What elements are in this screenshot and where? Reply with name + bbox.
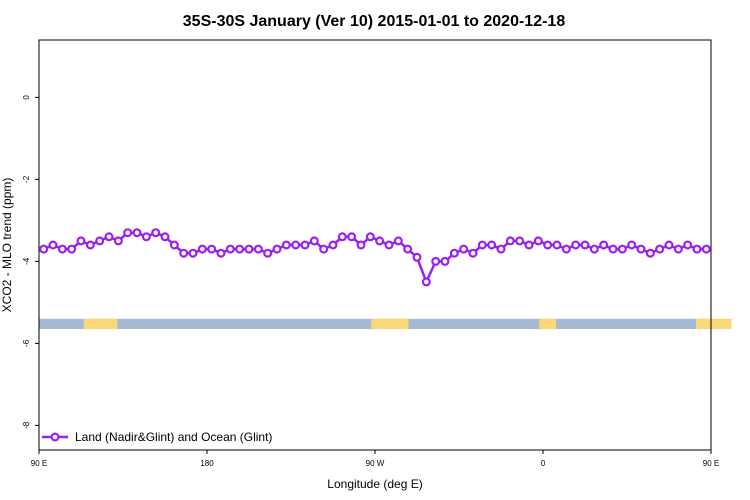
data-point xyxy=(207,244,217,254)
data-point xyxy=(197,244,207,254)
data-point xyxy=(664,240,674,250)
data-point xyxy=(85,240,95,250)
data-point xyxy=(505,236,515,246)
data-point xyxy=(57,244,67,254)
data-point xyxy=(235,244,245,254)
data-point xyxy=(272,244,282,254)
data-point xyxy=(421,277,431,287)
data-point xyxy=(48,240,58,250)
legend: Land (Nadir&Glint) and Ocean (Glint) xyxy=(42,430,272,444)
surface-strip xyxy=(39,318,732,330)
data-point xyxy=(599,240,609,250)
data-point xyxy=(627,240,637,250)
series-line xyxy=(43,231,707,284)
data-point xyxy=(431,256,441,266)
data-point xyxy=(95,236,105,246)
data-point xyxy=(253,244,263,254)
x-axis-label: Longitude (deg E) xyxy=(327,477,422,491)
data-point xyxy=(263,248,273,258)
data-point xyxy=(477,240,487,250)
data-point xyxy=(561,244,571,254)
data-point xyxy=(393,236,403,246)
data-point xyxy=(589,244,599,254)
data-point xyxy=(347,232,357,242)
data-point xyxy=(440,256,450,266)
data-point xyxy=(141,232,151,242)
data-point xyxy=(244,244,254,254)
data-point xyxy=(543,240,553,250)
data-point xyxy=(291,240,301,250)
data-point xyxy=(412,252,422,262)
y-tick-label: -4 xyxy=(22,257,31,265)
data-point xyxy=(365,232,375,242)
data-point xyxy=(468,248,478,258)
x-tick-label: 0 xyxy=(541,459,546,468)
data-point xyxy=(151,228,161,238)
x-tick-label: 180 xyxy=(200,459,214,468)
land-patch xyxy=(696,318,732,330)
data-point xyxy=(496,244,506,254)
data-point xyxy=(524,240,534,250)
data-point xyxy=(487,240,497,250)
data-point xyxy=(608,244,618,254)
y-tick-label: 0 xyxy=(22,95,31,100)
data-point xyxy=(683,240,693,250)
data-point xyxy=(356,240,366,250)
data-point xyxy=(76,236,86,246)
x-axis: 90 E 180 90 W 0 90 E xyxy=(31,450,719,468)
y-axis: 0 -2 -4 -6 -8 xyxy=(22,95,39,429)
data-point xyxy=(617,244,627,254)
data-point xyxy=(104,232,114,242)
y-tick-label: -2 xyxy=(22,175,31,183)
land-patch xyxy=(371,318,409,330)
chart-title: 35S-30S January (Ver 10) 2015-01-01 to 2… xyxy=(183,13,566,30)
legend-label: Land (Nadir&Glint) and Ocean (Glint) xyxy=(75,430,272,444)
x-tick-label: 90 W xyxy=(366,459,385,468)
y-tick-label: -8 xyxy=(22,421,31,429)
data-point xyxy=(515,236,525,246)
data-point xyxy=(160,232,170,242)
data-point xyxy=(169,240,179,250)
data-point xyxy=(39,244,49,254)
plot-frame xyxy=(38,39,712,451)
data-point xyxy=(225,244,235,254)
data-point xyxy=(645,248,655,258)
land-patch xyxy=(83,318,118,330)
data-point xyxy=(328,240,338,250)
data-point xyxy=(571,240,581,250)
data-point xyxy=(459,244,469,254)
data-point xyxy=(123,228,133,238)
land-patch xyxy=(539,318,557,330)
data-point xyxy=(552,240,562,250)
data-point xyxy=(533,236,543,246)
data-point xyxy=(188,248,198,258)
series-layer xyxy=(39,228,711,287)
data-point xyxy=(580,240,590,250)
data-point xyxy=(403,244,413,254)
data-point xyxy=(449,248,459,258)
data-point xyxy=(692,244,702,254)
data-point xyxy=(337,232,347,242)
data-point xyxy=(113,236,123,246)
data-point xyxy=(384,240,394,250)
data-point xyxy=(655,244,665,254)
x-tick-label: 90 E xyxy=(703,459,719,468)
data-point xyxy=(319,244,329,254)
data-point xyxy=(375,236,385,246)
y-axis-label: XCO2 - MLO trend (ppm) xyxy=(0,178,14,313)
data-point xyxy=(281,240,291,250)
x-tick-label: 90 E xyxy=(31,459,47,468)
data-point xyxy=(216,248,226,258)
y-tick-label: -6 xyxy=(22,339,31,347)
data-point xyxy=(132,228,142,238)
data-point xyxy=(300,240,310,250)
data-point xyxy=(673,244,683,254)
legend-marker xyxy=(50,432,60,442)
data-point xyxy=(309,236,319,246)
data-point xyxy=(67,244,77,254)
data-point xyxy=(179,248,189,258)
data-point xyxy=(701,244,711,254)
data-point xyxy=(636,244,646,254)
